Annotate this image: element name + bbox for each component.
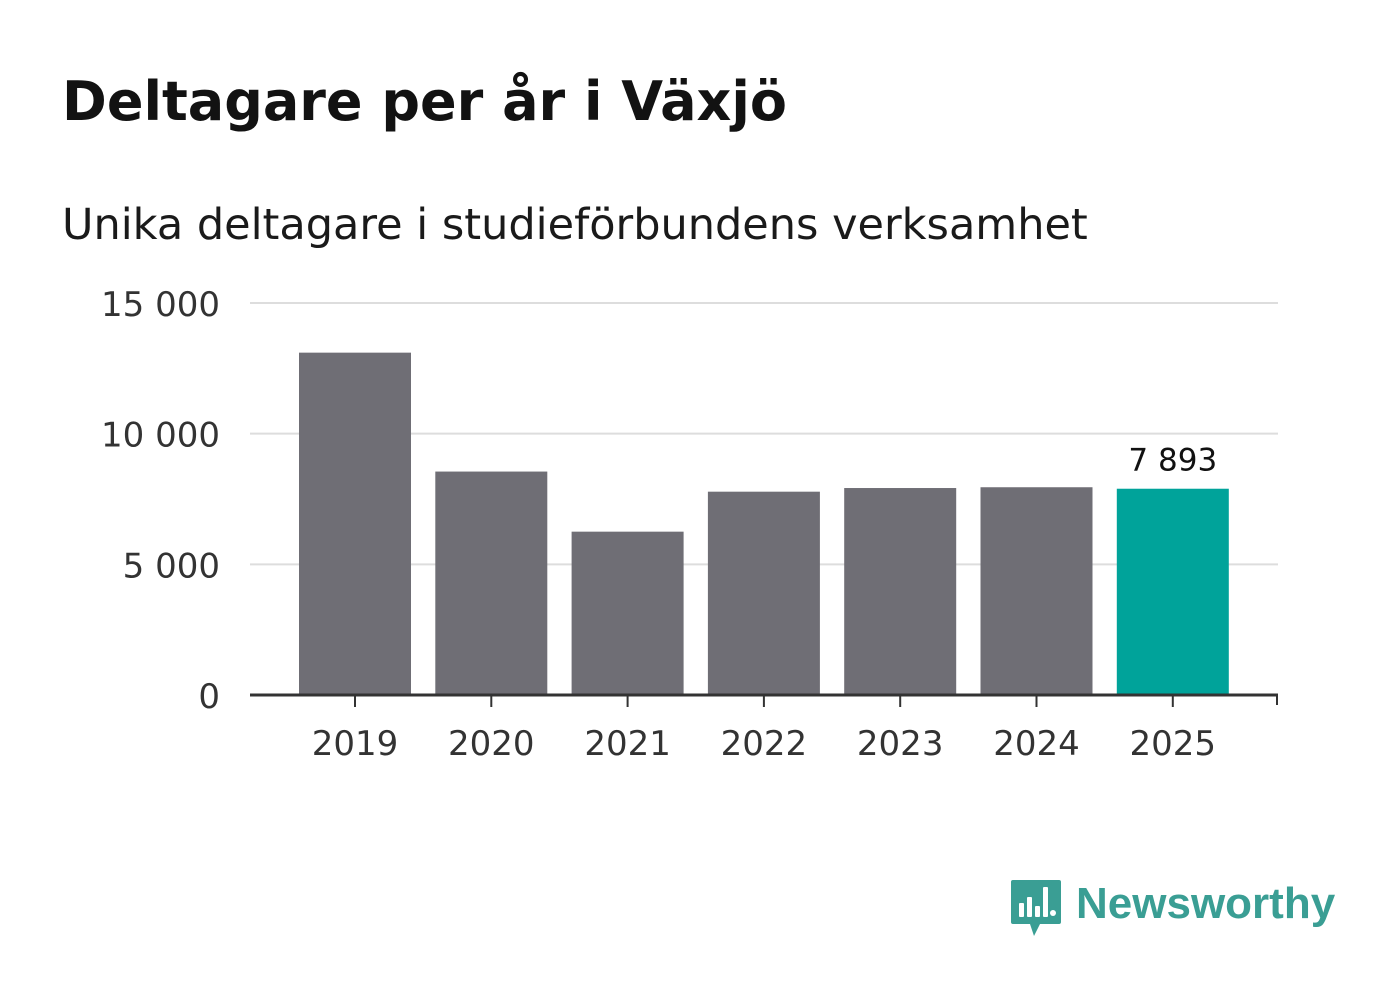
x-axis (250, 693, 1278, 707)
brand-name: Newsworthy (1076, 879, 1336, 928)
x-axis-labels: 2019 2020 2021 2022 2023 2024 2025 (312, 724, 1216, 764)
x-tick-label: 2021 (584, 724, 671, 764)
bar-2025 (1116, 488, 1229, 695)
y-tick-label: 5 000 (123, 546, 220, 586)
bar-2024 (980, 487, 1093, 695)
y-tick-label: 0 (198, 677, 220, 717)
x-tick-label: 2023 (857, 724, 944, 764)
x-tick-label: 2025 (1130, 724, 1217, 764)
y-tick-label: 10 000 (101, 416, 220, 456)
y-axis-ticks: 0 5 000 10 000 15 000 (101, 285, 220, 717)
bar-chart-speech-bubble-icon (1011, 880, 1061, 936)
bar-2019 (299, 352, 411, 695)
bar-2020 (435, 471, 548, 695)
newsworthy-logo: Newsworthy (1010, 878, 1335, 942)
chart-title: Deltagare per år i Växjö (62, 70, 787, 133)
x-tick-label: 2019 (312, 724, 399, 764)
bars (299, 352, 1229, 695)
bar-2023 (844, 488, 957, 695)
x-tick-label: 2024 (993, 724, 1080, 764)
bar-2021 (571, 531, 684, 695)
data-labels: 7 893 (1128, 443, 1217, 479)
x-tick-label: 2022 (721, 724, 808, 764)
y-tick-label: 15 000 (101, 285, 220, 325)
x-tick-label: 2020 (448, 724, 535, 764)
bar-2022 (707, 491, 820, 695)
data-label-highlight: 7 893 (1128, 443, 1217, 479)
chart-subtitle: Unika deltagare i studieförbundens verks… (62, 200, 1088, 250)
